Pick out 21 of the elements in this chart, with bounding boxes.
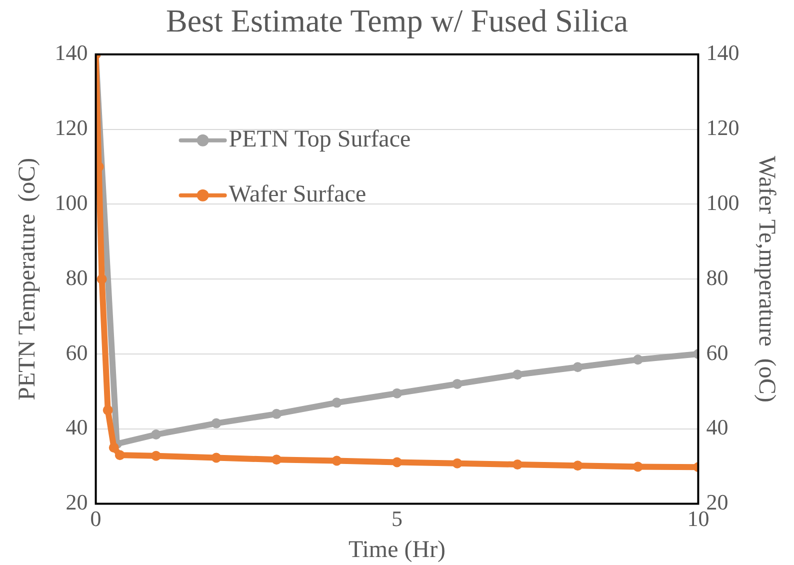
y-tick-label: 80 (66, 264, 88, 290)
y-tick-label: 120 (54, 115, 88, 140)
y2-tick-label: 60 (706, 340, 728, 365)
x-tick-label: 0 (90, 506, 102, 531)
y-tick-label: 140 (54, 40, 88, 66)
chart-title: Best Estimate Temp w/ Fused Silica (166, 2, 628, 39)
legend-label: PETN Top Surface (228, 126, 411, 153)
y-tick-label: 20 (66, 490, 88, 515)
y2-tick-label: 40 (706, 414, 728, 440)
y2-tick-label: 120 (706, 115, 740, 140)
y-tick-label: 40 (66, 414, 88, 440)
y-axis-title: PETN Temperature (oC) (14, 158, 41, 400)
y-tick-label: 100 (54, 190, 88, 215)
x-tick-label: 5 (392, 506, 402, 531)
x-axis-title: Time (Hr) (348, 536, 446, 563)
y2-tick-label: 100 (706, 190, 740, 215)
y2-tick-label: 140 (706, 40, 740, 66)
y-tick-label: 60 (66, 340, 88, 365)
legend-label: Wafer Surface (228, 182, 366, 208)
y2-tick-label: 80 (706, 264, 728, 290)
y2-axis-title: Wafer Te,mperature (oC) (753, 156, 780, 402)
